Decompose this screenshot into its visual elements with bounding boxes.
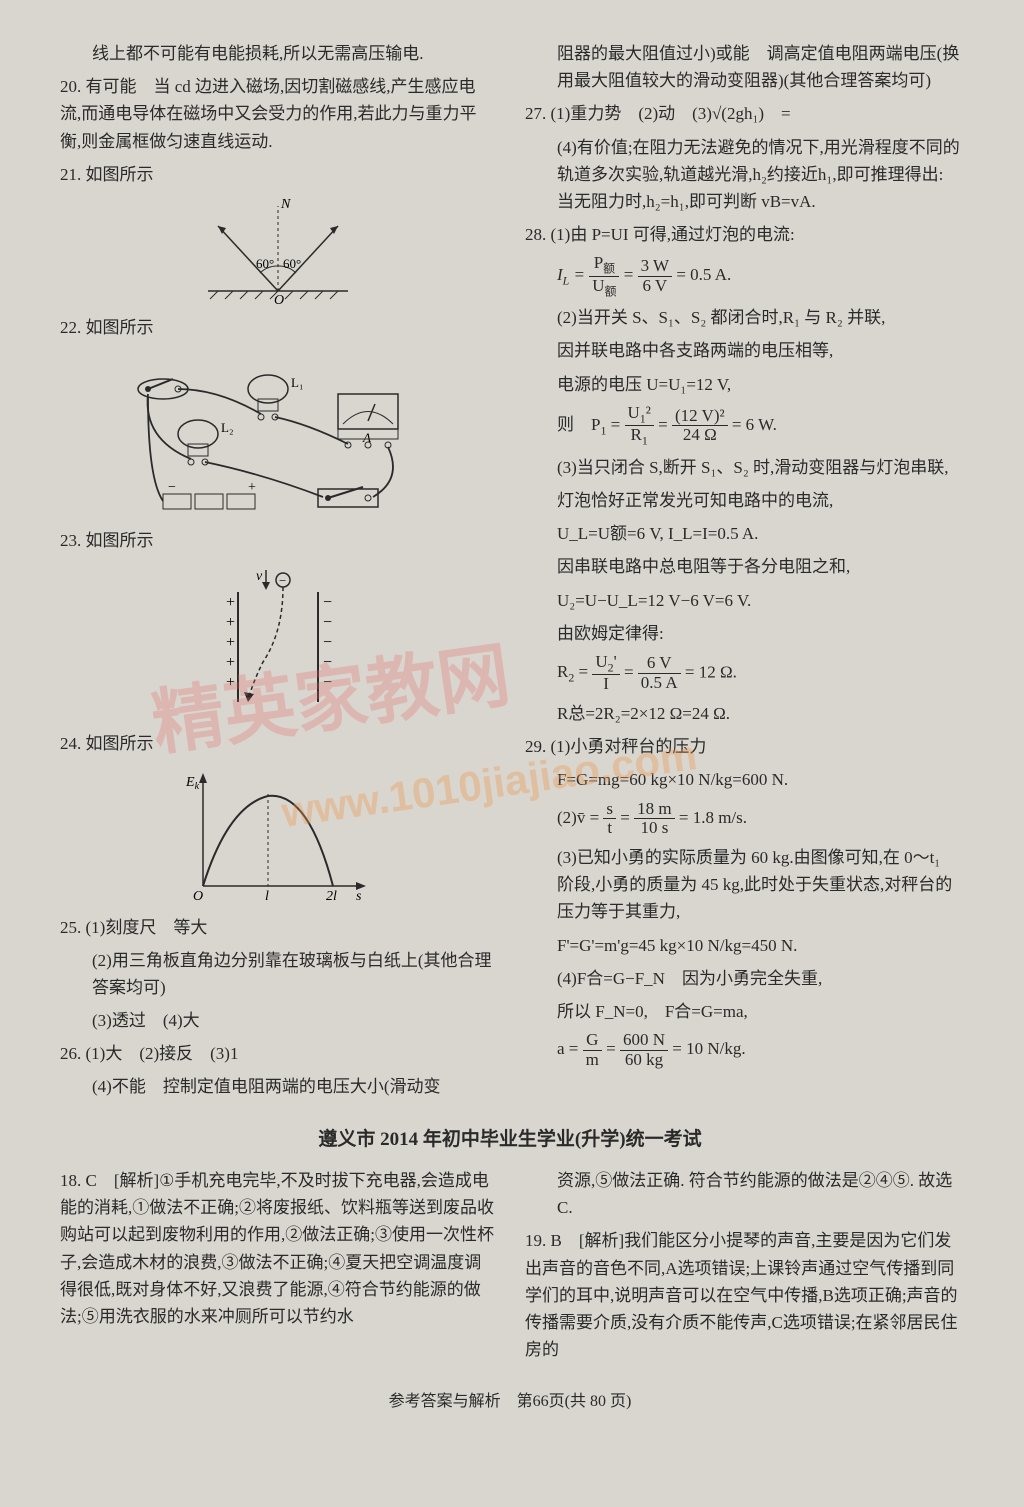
svg-text:+: + xyxy=(226,674,235,691)
q29-4a: (4)F合=G−F_N 因为小勇完全失重, xyxy=(525,965,960,992)
right-column: 阻器的最大阻值过小)或能 调高定值电阻两端电压(换用最大阻值较大的滑动变阻器)(… xyxy=(525,40,960,1107)
q29-1b: F=G=mg=60 kg×10 N/kg=600 N. xyxy=(525,766,960,793)
q20-text: 20. 有可能 当 cd 边进入磁场,因切割磁感线,产生感应电流,而通电导体在磁… xyxy=(60,73,495,155)
q28-2d: 则 P1 = U1²R1 = (12 V)²24 Ω = 6 W. xyxy=(525,404,960,448)
q28-3c: U_L=U额=6 V, I_L=I=0.5 A. xyxy=(525,520,960,547)
q28-3b: 灯泡恰好正常发光可知电路中的电流, xyxy=(525,487,960,514)
svg-text:−: − xyxy=(323,594,332,611)
left-column: 线上都不可能有电能损耗,所以无需高压输电. 20. 有可能 当 cd 边进入磁场… xyxy=(60,40,495,1107)
q28-3d: 因串联电路中总电阻等于各分电阻之和, xyxy=(525,553,960,580)
q26-1: 26. (1)大 (2)接反 (3)1 xyxy=(60,1040,495,1067)
s2-q18cont: 资源,⑤做法正确. 符合节约能源的做法是②④⑤. 故选 C. xyxy=(525,1167,960,1221)
d22-L1: L₁ xyxy=(291,375,303,390)
svg-text:+: + xyxy=(226,634,235,651)
svg-text:+: + xyxy=(226,594,235,611)
q21-label: 21. 如图所示 xyxy=(60,161,495,188)
svg-text:−: − xyxy=(323,674,332,691)
svg-text:v: v xyxy=(256,569,263,584)
q23-label: 23. 如图所示 xyxy=(60,527,495,554)
diagram-21: 60° 60° N O xyxy=(60,196,495,306)
q26-cont: 阻器的最大阻值过小)或能 调高定值电阻两端电压(换用最大阻值较大的滑动变阻器)(… xyxy=(525,40,960,94)
q27-2: (4)有价值;在阻力无法避免的情况下,用光滑程度不同的轨道多次实验,轨道越光滑,… xyxy=(525,134,960,216)
d24-s: s xyxy=(356,889,362,904)
d21-angle2: 60° xyxy=(283,256,301,271)
q29-4c: a = Gm = 600 N60 kg = 10 N/kg. xyxy=(525,1031,960,1069)
d24-l: l xyxy=(265,889,269,904)
main-columns: 线上都不可能有电能损耗,所以无需高压输电. 20. 有可能 当 cd 边进入磁场… xyxy=(60,40,960,1107)
q28-1: 28. (1)由 P=UI 可得,通过灯泡的电流: xyxy=(525,221,960,248)
q29-2: (2)v̄ = st = 18 m10 s = 1.8 m/s. xyxy=(525,800,960,838)
q29-3b: F'=G'=m'g=45 kg×10 N/kg=450 N. xyxy=(525,932,960,959)
section2-right: 资源,⑤做法正确. 符合节约能源的做法是②④⑤. 故选 C. 19. B [解析… xyxy=(525,1167,960,1369)
q28-3f: 由欧姆定律得: xyxy=(525,620,960,647)
svg-text:+: + xyxy=(248,480,256,495)
q28-3h: R总=2R₂=2×12 Ω=24 Ω. xyxy=(525,700,960,727)
q28-2a: (2)当开关 S、S₁、S₂ 都闭合时,R₁ 与 R₂ 并联, xyxy=(525,304,960,331)
diagram-22: A L₁ L₂ xyxy=(60,349,495,519)
q27-1: 27. (1)重力势 (2)动 (3)√(2gh₁) = xyxy=(525,100,960,127)
q26-2: (4)不能 控制定值电阻两端的电压大小(滑动变 xyxy=(60,1073,495,1100)
section2-left: 18. C [解析]①手机充电完毕,不及时拔下充电器,会造成电能的消耗,①做法不… xyxy=(60,1167,495,1369)
svg-text:+: + xyxy=(226,614,235,631)
svg-text:−: − xyxy=(323,634,332,651)
svg-text:−: − xyxy=(279,573,286,588)
s2-q18: 18. C [解析]①手机充电完毕,不及时拔下充电器,会造成电能的消耗,①做法不… xyxy=(60,1167,495,1330)
svg-text:−: − xyxy=(168,480,176,495)
s2-q19: 19. B [解析]我们能区分小提琴的声音,主要是因为它们发出声音的音色不同,A… xyxy=(525,1227,960,1363)
q28-2c: 电源的电压 U=U₁=12 V, xyxy=(525,371,960,398)
d24-2l: 2l xyxy=(326,889,337,904)
q28-1f: IL = P额U额 = 3 W6 V = 0.5 A. xyxy=(525,254,960,298)
q25-2: (2)用三角板直角边分别靠在玻璃板与白纸上(其他合理答案均可) xyxy=(60,947,495,1001)
q22-label: 22. 如图所示 xyxy=(60,314,495,341)
q28-2b: 因并联电路中各支路两端的电压相等, xyxy=(525,337,960,364)
q29-4b: 所以 F_N=0, F合=G=ma, xyxy=(525,998,960,1025)
d24-O: O xyxy=(193,889,203,904)
q25-3: (3)透过 (4)大 xyxy=(60,1007,495,1034)
d24-Ek: Ek xyxy=(185,775,200,792)
q28-3e: U₂=U−U_L=12 V−6 V=6 V. xyxy=(525,587,960,614)
q29-1a: 29. (1)小勇对秤台的压力 xyxy=(525,733,960,760)
page-content: 线上都不可能有电能损耗,所以无需高压输电. 20. 有可能 当 cd 边进入磁场… xyxy=(60,40,960,1460)
page-footer: 参考答案与解析 第66页(共 80 页) xyxy=(60,1389,960,1415)
section2-title: 遵义市 2014 年初中毕业生学业(升学)统一考试 xyxy=(60,1125,960,1155)
pre-q20-text: 线上都不可能有电能损耗,所以无需高压输电. xyxy=(60,40,495,67)
q28-3g: R2 = U2'I = 6 V0.5 A = 12 Ω. xyxy=(525,653,960,694)
q25-1: 25. (1)刻度尺 等大 xyxy=(60,914,495,941)
section2-columns: 18. C [解析]①手机充电完毕,不及时拔下充电器,会造成电能的消耗,①做法不… xyxy=(60,1167,960,1369)
q28-3a: (3)当只闭合 S,断开 S₁、S₂ 时,滑动变阻器与灯泡串联, xyxy=(525,454,960,481)
svg-text:−: − xyxy=(323,654,332,671)
svg-text:−: − xyxy=(323,614,332,631)
d21-O: O xyxy=(274,293,284,306)
q29-3a: (3)已知小勇的实际质量为 60 kg.由图像可知,在 0～t₁ 阶段,小勇的质… xyxy=(525,844,960,926)
svg-text:+: + xyxy=(226,654,235,671)
diagram-23: + + + + + − − − − − v − xyxy=(60,562,495,722)
q24-label: 24. 如图所示 xyxy=(60,730,495,757)
diagram-24: Ek O l 2l s xyxy=(60,766,495,906)
d21-angle1: 60° xyxy=(256,256,274,271)
d21-N: N xyxy=(280,197,291,212)
d22-L2: L₂ xyxy=(221,420,233,435)
